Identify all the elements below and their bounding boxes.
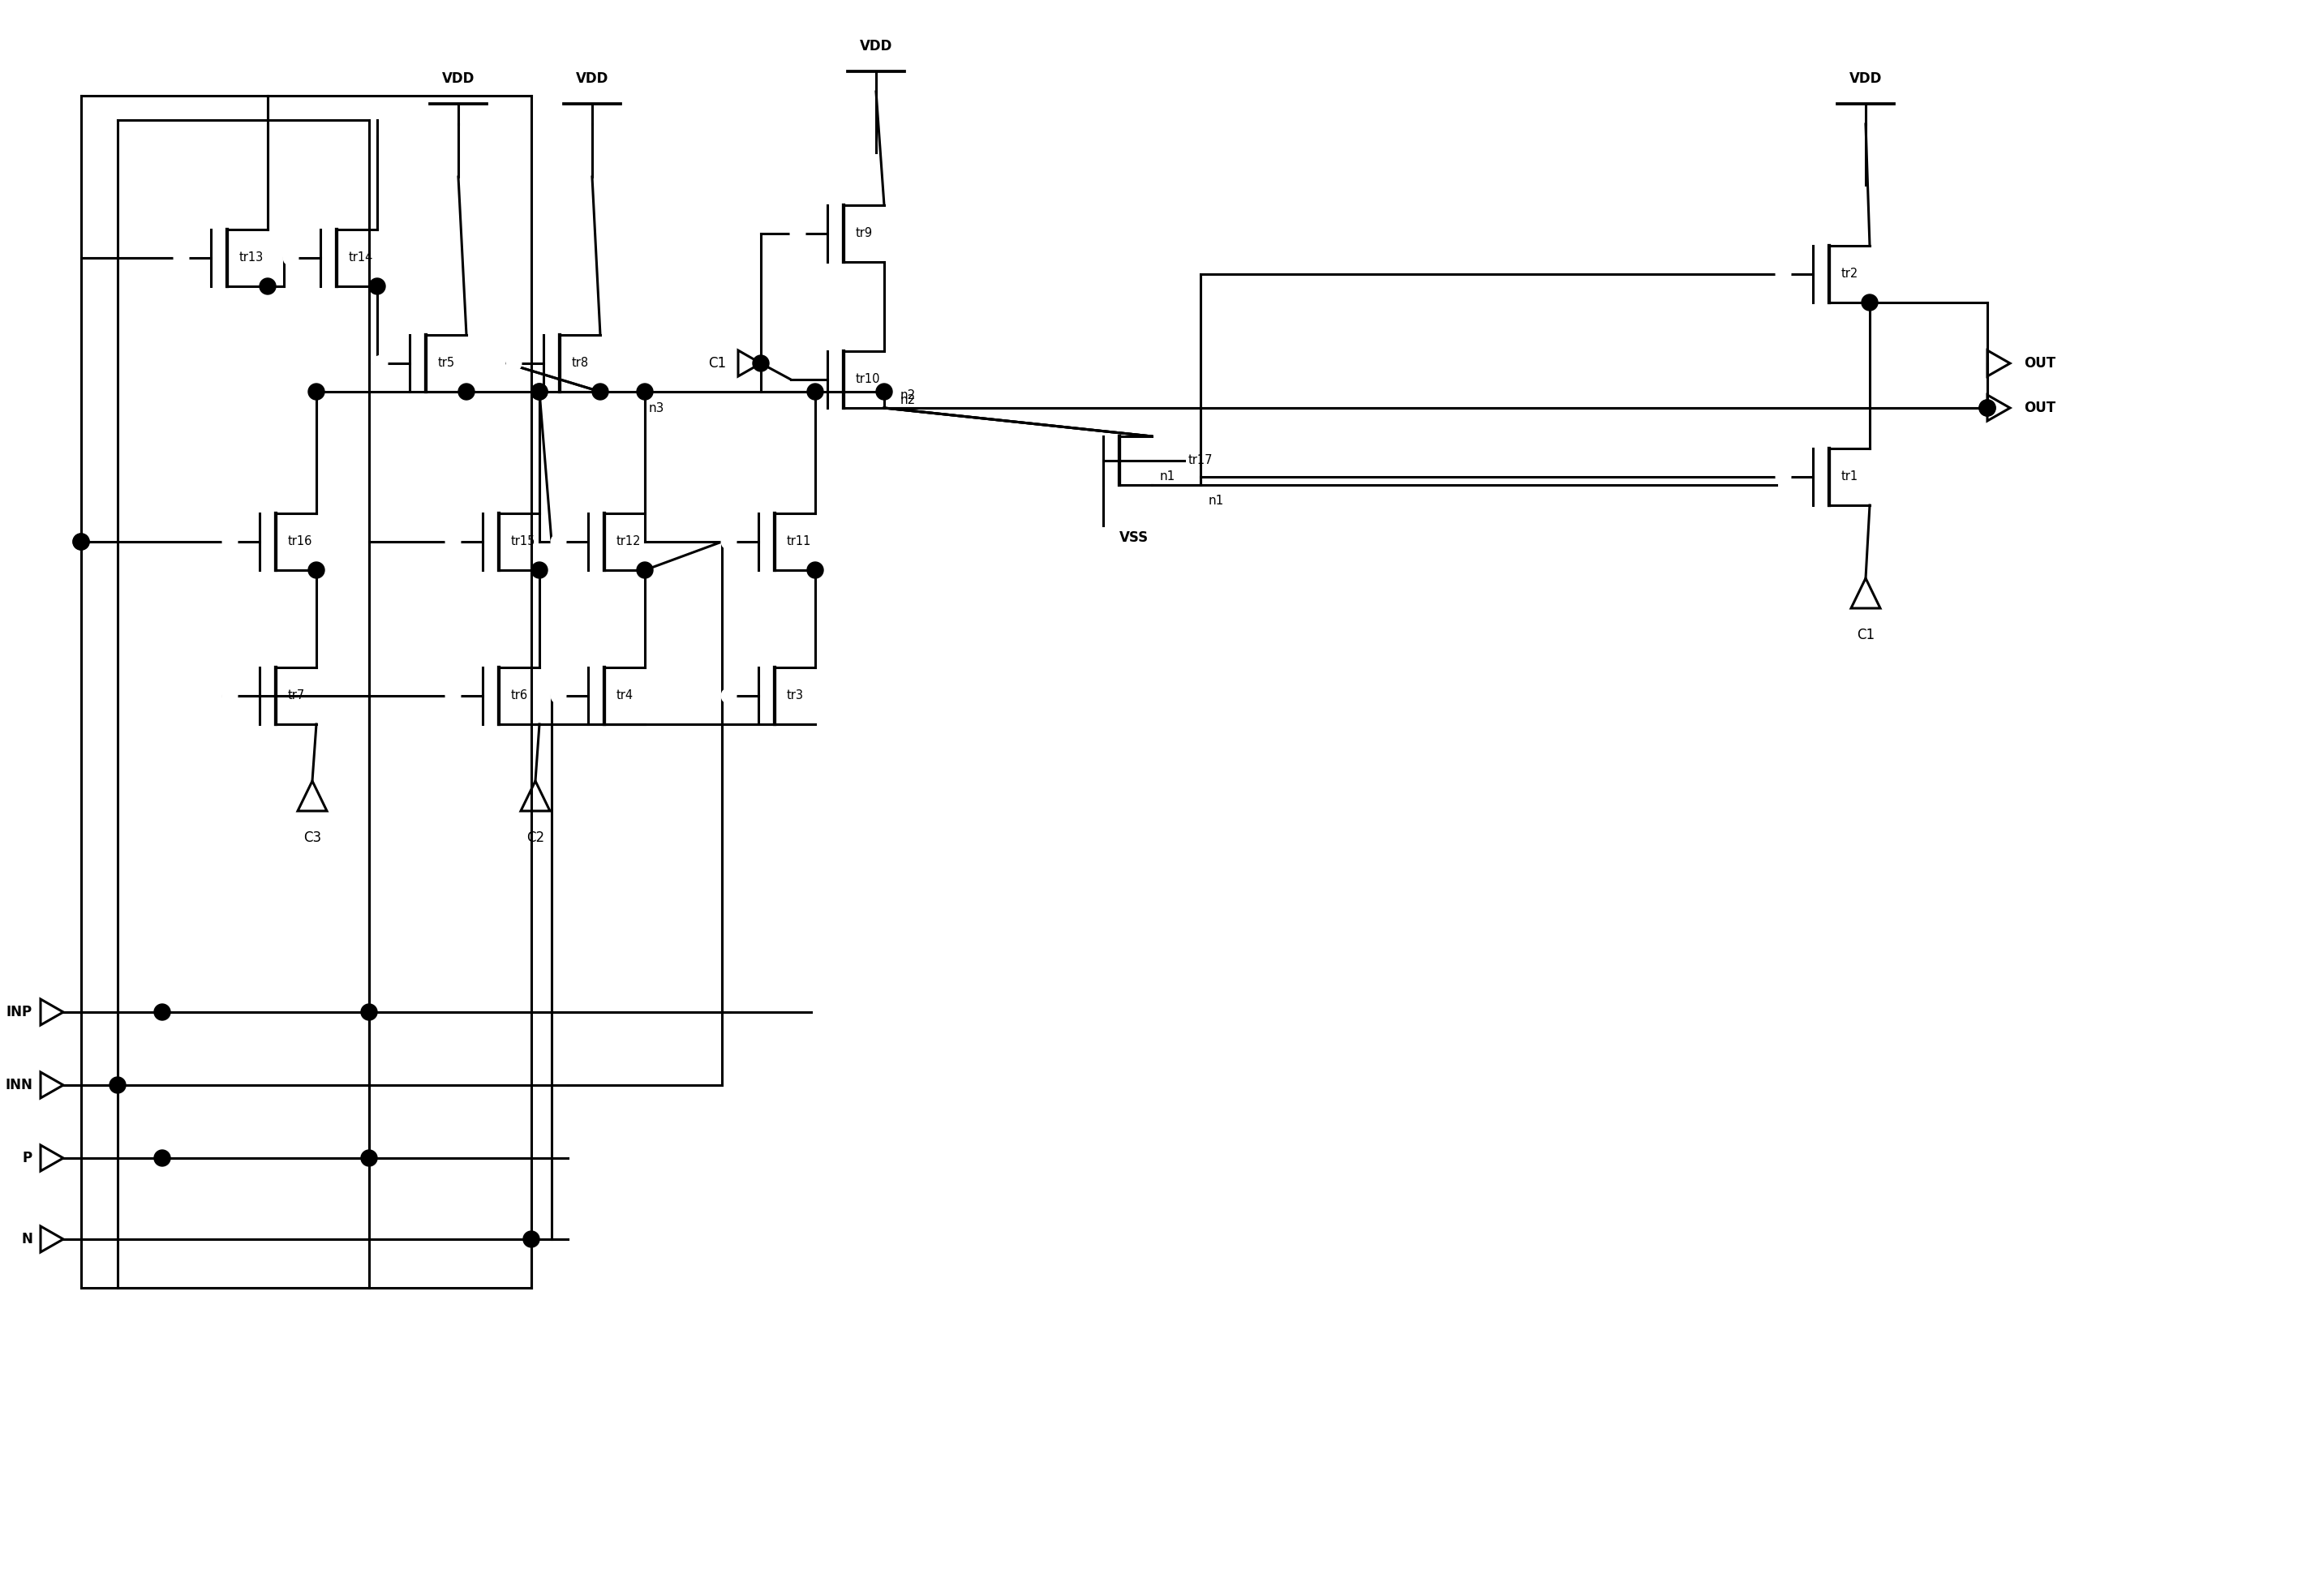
Circle shape bbox=[260, 278, 276, 294]
Circle shape bbox=[446, 535, 460, 549]
Text: tr16: tr16 bbox=[287, 536, 313, 547]
Circle shape bbox=[531, 383, 547, 401]
Text: tr5: tr5 bbox=[439, 358, 455, 369]
Circle shape bbox=[285, 251, 299, 265]
Circle shape bbox=[1776, 267, 1790, 281]
Circle shape bbox=[223, 535, 237, 549]
Text: VDD: VDD bbox=[859, 38, 892, 54]
Circle shape bbox=[175, 251, 188, 265]
Text: C2: C2 bbox=[526, 830, 545, 844]
Text: tr7: tr7 bbox=[287, 689, 306, 702]
Circle shape bbox=[361, 1151, 377, 1167]
Circle shape bbox=[154, 1004, 170, 1020]
Text: tr10: tr10 bbox=[855, 373, 880, 386]
Text: N: N bbox=[21, 1232, 32, 1246]
Circle shape bbox=[531, 383, 547, 401]
Circle shape bbox=[1776, 469, 1790, 484]
Circle shape bbox=[308, 562, 324, 578]
Text: n2: n2 bbox=[901, 394, 917, 405]
Circle shape bbox=[637, 562, 653, 578]
Circle shape bbox=[457, 383, 473, 401]
Circle shape bbox=[807, 383, 823, 401]
Circle shape bbox=[508, 356, 522, 370]
Circle shape bbox=[722, 689, 735, 702]
Text: tr4: tr4 bbox=[616, 689, 634, 702]
Circle shape bbox=[531, 562, 547, 578]
Text: tr1: tr1 bbox=[1841, 471, 1859, 484]
Text: tr12: tr12 bbox=[616, 536, 641, 547]
Circle shape bbox=[722, 535, 735, 549]
Circle shape bbox=[110, 1077, 126, 1093]
Text: tr11: tr11 bbox=[786, 536, 811, 547]
Text: OUT: OUT bbox=[2025, 401, 2057, 415]
Circle shape bbox=[1094, 528, 1112, 546]
Text: P: P bbox=[23, 1151, 32, 1165]
Circle shape bbox=[446, 689, 460, 702]
Text: tr15: tr15 bbox=[510, 536, 535, 547]
Text: tr13: tr13 bbox=[239, 252, 264, 263]
Circle shape bbox=[370, 278, 386, 294]
Text: INN: INN bbox=[5, 1077, 32, 1092]
Text: tr8: tr8 bbox=[572, 358, 588, 369]
Circle shape bbox=[754, 356, 770, 372]
Text: n2: n2 bbox=[901, 389, 917, 402]
Circle shape bbox=[524, 1231, 540, 1248]
Circle shape bbox=[361, 1004, 377, 1020]
Circle shape bbox=[791, 227, 804, 241]
Circle shape bbox=[552, 535, 565, 549]
Text: VDD: VDD bbox=[577, 72, 609, 86]
Circle shape bbox=[372, 356, 386, 370]
Circle shape bbox=[807, 562, 823, 578]
Circle shape bbox=[593, 383, 609, 401]
Circle shape bbox=[876, 383, 892, 401]
Text: n1: n1 bbox=[1209, 495, 1225, 508]
Circle shape bbox=[637, 383, 653, 401]
Circle shape bbox=[1979, 401, 1995, 417]
Text: INP: INP bbox=[7, 1005, 32, 1020]
Circle shape bbox=[552, 689, 565, 702]
Text: n3: n3 bbox=[648, 402, 664, 413]
Text: OUT: OUT bbox=[2025, 356, 2057, 370]
Circle shape bbox=[1979, 401, 1995, 417]
Text: C1: C1 bbox=[1857, 627, 1875, 642]
Text: C1: C1 bbox=[708, 356, 726, 370]
Text: VSS: VSS bbox=[1119, 530, 1149, 544]
Circle shape bbox=[223, 689, 237, 702]
Circle shape bbox=[154, 1151, 170, 1167]
Text: tr14: tr14 bbox=[349, 252, 375, 263]
Text: tr17: tr17 bbox=[1188, 455, 1213, 466]
Text: tr2: tr2 bbox=[1841, 268, 1859, 281]
Text: C3: C3 bbox=[303, 830, 322, 844]
Circle shape bbox=[308, 383, 324, 401]
Text: VDD: VDD bbox=[441, 72, 476, 86]
Text: tr3: tr3 bbox=[786, 689, 804, 702]
Circle shape bbox=[74, 533, 90, 551]
Circle shape bbox=[1861, 294, 1877, 311]
Text: tr9: tr9 bbox=[855, 228, 873, 239]
Text: n1: n1 bbox=[1160, 471, 1177, 484]
Text: VDD: VDD bbox=[1850, 72, 1882, 86]
Circle shape bbox=[74, 533, 90, 551]
Text: tr6: tr6 bbox=[510, 689, 529, 702]
